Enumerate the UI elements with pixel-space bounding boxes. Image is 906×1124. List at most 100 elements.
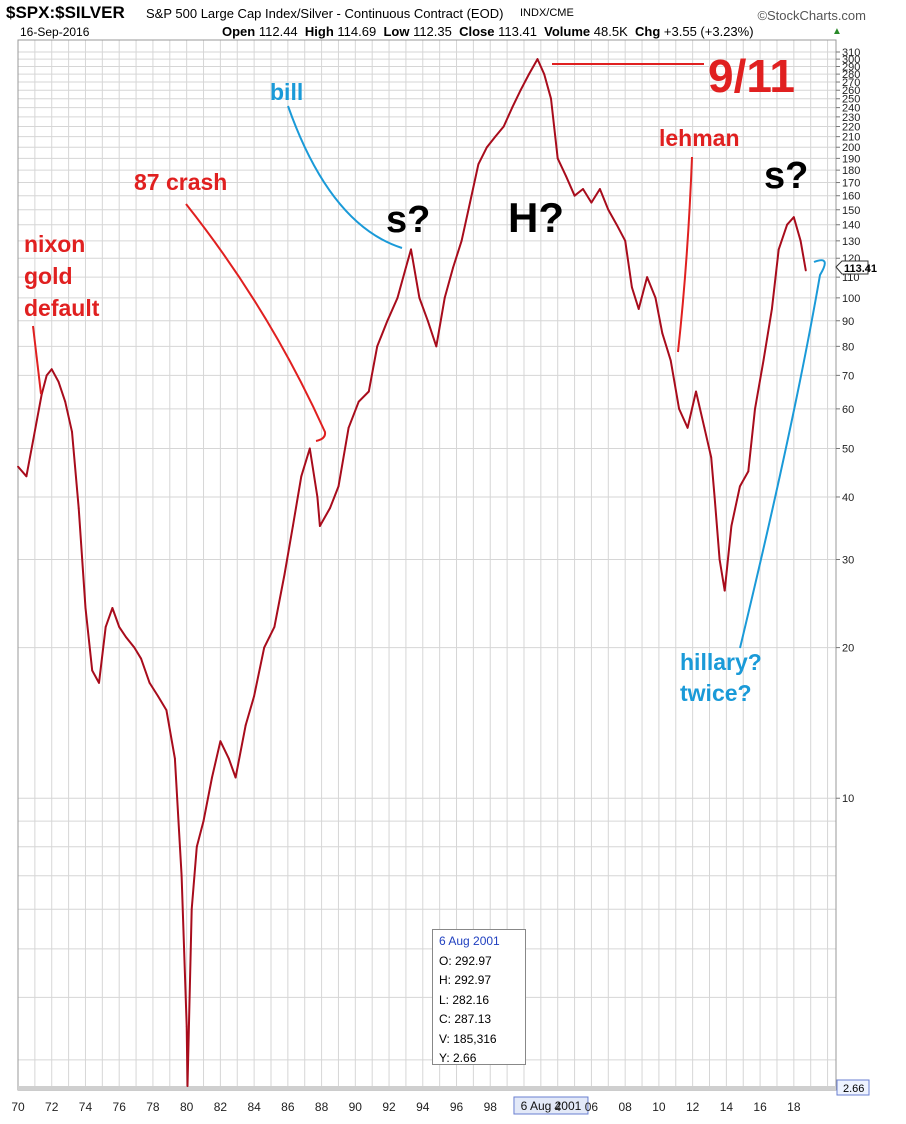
- high-label: High: [304, 24, 334, 39]
- hillary-label-1: hillary?: [680, 649, 762, 675]
- data-point: [140, 657, 143, 660]
- data-point: [718, 558, 721, 561]
- current-value-label: 113.41: [844, 263, 877, 275]
- x-tick-label: 76: [113, 1100, 127, 1114]
- data-point: [190, 908, 193, 911]
- x-tick-label: 88: [315, 1100, 329, 1114]
- data-point: [45, 374, 48, 377]
- chg-label: Chg: [635, 24, 661, 39]
- data-point: [57, 380, 60, 383]
- y-tick-label: 170: [842, 178, 860, 190]
- y-tick-label: 80: [842, 341, 854, 353]
- data-point: [308, 447, 311, 450]
- brand-logo[interactable]: ©StockCharts.com: [757, 8, 866, 23]
- data-point: [590, 201, 593, 204]
- y-tick-label: 90: [842, 316, 854, 328]
- data-tooltip-box: 6 Aug 2001 O: 292.97 H: 292.97 L: 282.16…: [432, 929, 526, 1065]
- data-point: [376, 345, 379, 348]
- nixon-label-3: default: [24, 295, 100, 321]
- data-point: [771, 308, 773, 310]
- open-value: 112.44: [258, 24, 298, 39]
- data-point: [98, 682, 100, 684]
- data-point: [502, 125, 505, 128]
- data-point: [300, 475, 303, 478]
- y-tick-label: 130: [842, 236, 860, 248]
- nixon-arrow: [32, 325, 42, 395]
- x-tick-label: 94: [416, 1100, 430, 1114]
- data-point: [713, 496, 716, 498]
- y-tick-label: 60: [842, 404, 854, 416]
- x-tick-label: 90: [349, 1100, 363, 1114]
- data-point: [730, 525, 733, 527]
- data-point: [410, 248, 412, 251]
- x-tick-label: 6 Aug 2001: [521, 1099, 582, 1113]
- data-point: [599, 188, 601, 190]
- data-point: [511, 106, 514, 109]
- x-tick-label: 06: [585, 1100, 599, 1114]
- data-point: [799, 239, 802, 242]
- y-tick-label: 270: [842, 77, 860, 89]
- x-tick-label: 82: [214, 1100, 228, 1114]
- plot-frame: [17, 39, 837, 1091]
- low-label: Low: [383, 24, 410, 39]
- data-point: [263, 646, 266, 649]
- data-point: [710, 456, 713, 459]
- s-question-label-1: s?: [386, 199, 430, 241]
- data-point: [435, 345, 438, 348]
- data-point: [624, 239, 627, 242]
- hillary-label-2: twice?: [680, 680, 752, 706]
- y-tick-label: 70: [842, 370, 854, 382]
- y-tick-label: 240: [842, 103, 860, 115]
- x-tick-label: 80: [180, 1100, 194, 1114]
- data-point: [234, 776, 237, 779]
- data-point: [71, 430, 73, 433]
- x-tick-label: 18: [787, 1100, 801, 1114]
- data-point: [25, 475, 28, 478]
- y-tick-label: 210: [842, 132, 860, 144]
- data-point: [777, 248, 780, 251]
- y-tick-label: 100: [842, 293, 860, 305]
- data-point: [165, 709, 168, 711]
- chart-symbol: $SPX:$SILVER: [6, 3, 125, 22]
- close-value: 113.41: [498, 24, 537, 39]
- y-axis: 3103002902802702602502402302202102001901…: [836, 47, 860, 805]
- data-point: [91, 669, 94, 672]
- data-point: [661, 332, 664, 335]
- x-cursor-date-box: [513, 1096, 589, 1115]
- close-label: Close: [459, 24, 495, 39]
- data-point: [316, 496, 319, 498]
- x-tick-label: 96: [450, 1100, 464, 1114]
- lehman-arrow: [677, 156, 693, 353]
- x-tick-label: 86: [281, 1100, 295, 1114]
- data-point: [227, 757, 230, 760]
- data-point: [637, 308, 640, 310]
- data-point: [452, 266, 454, 269]
- data-point: [786, 223, 788, 226]
- y-tick-label: 50: [842, 443, 854, 455]
- x-tick-label: 70: [11, 1100, 25, 1114]
- y-tick-label: 250: [842, 94, 860, 106]
- tooltip-date: 6 Aug 2001: [439, 934, 500, 948]
- data-point: [536, 58, 539, 60]
- data-point: [396, 297, 399, 299]
- data-point: [723, 589, 726, 592]
- data-point: [244, 724, 247, 726]
- data-point: [792, 216, 795, 219]
- y-tick-label: 190: [842, 153, 860, 165]
- data-point: [703, 426, 706, 429]
- tooltip-close: C: 287.13: [439, 1012, 492, 1026]
- data-point: [686, 426, 689, 429]
- data-point: [157, 695, 159, 697]
- annotations: nixon gold default 87 crash bill s? H? 9…: [24, 50, 826, 706]
- x-tick-label: 74: [79, 1100, 93, 1114]
- data-point: [357, 400, 360, 403]
- data-point: [211, 776, 213, 779]
- data-point: [418, 297, 421, 299]
- nine-eleven-label: 9/11: [708, 50, 795, 102]
- data-point: [519, 89, 522, 92]
- data-point: [469, 201, 471, 204]
- y-tick-label: 140: [842, 220, 860, 232]
- data-point: [32, 439, 35, 441]
- y-tick-label: 290: [842, 61, 860, 73]
